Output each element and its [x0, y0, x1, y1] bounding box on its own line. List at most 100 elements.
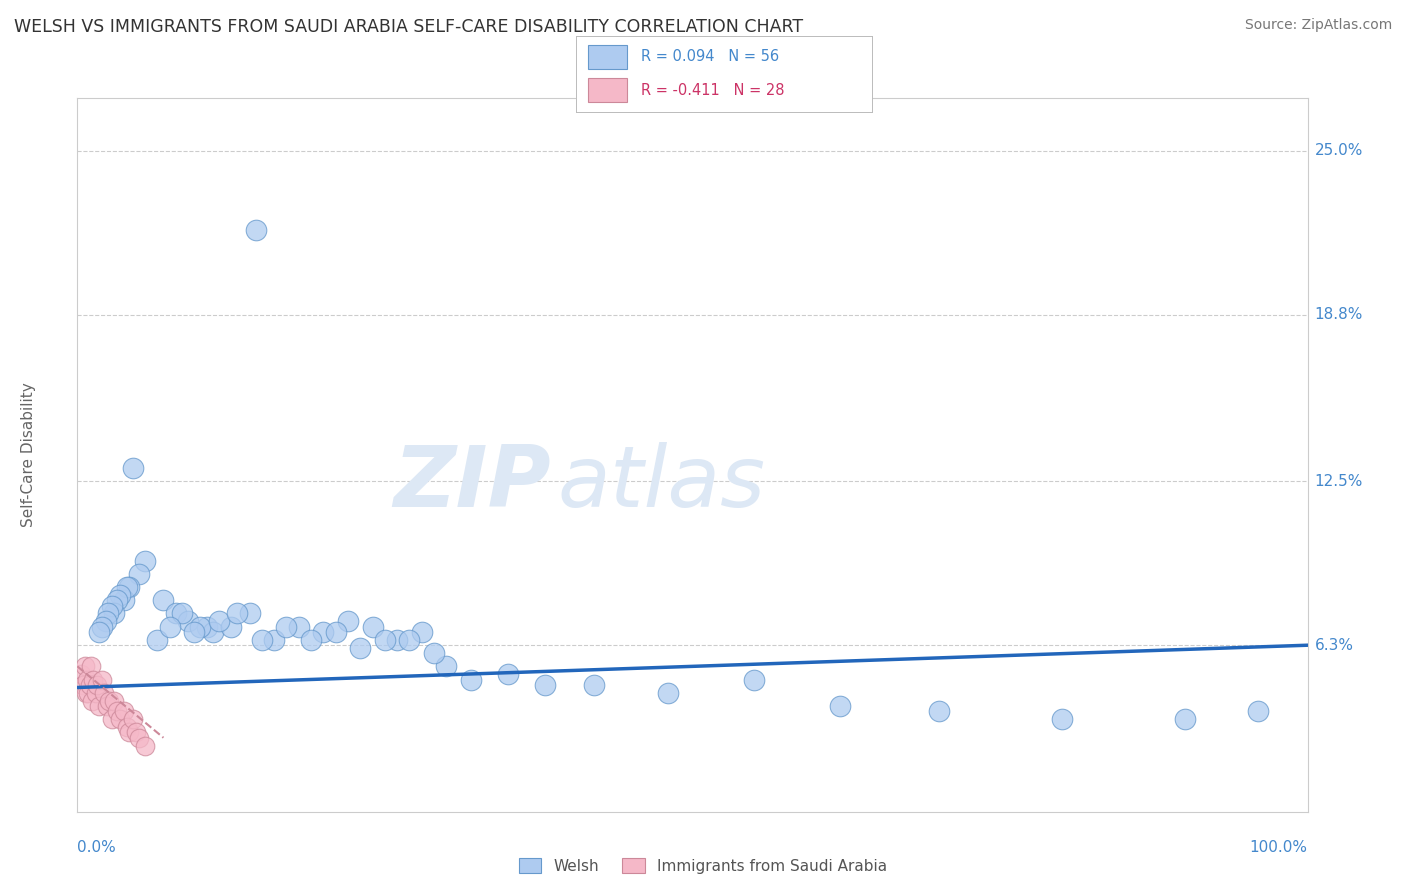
Point [1174, 712, 1197, 726]
Point [385, 632, 409, 647]
Point [177, 615, 200, 629]
Legend: Welsh, Immigrants from Saudi Arabia: Welsh, Immigrants from Saudi Arabia [512, 852, 894, 880]
Point [82, 673, 104, 687]
Point [75, 686, 97, 700]
Point [98, 694, 121, 708]
Point [423, 646, 446, 660]
Point [657, 686, 679, 700]
Point [134, 554, 156, 568]
Point [86, 678, 108, 692]
Point [146, 632, 169, 647]
Point [325, 625, 347, 640]
Point [534, 678, 557, 692]
Text: 6.3%: 6.3% [1315, 638, 1354, 653]
Point [94, 615, 117, 629]
Point [72, 678, 94, 692]
Point [79, 678, 101, 692]
Text: atlas: atlas [557, 442, 765, 525]
Point [288, 620, 311, 634]
Point [460, 673, 482, 687]
Bar [588, 45, 627, 69]
Point [89, 625, 111, 640]
Point [299, 632, 322, 647]
Point [183, 625, 205, 640]
Point [97, 607, 120, 621]
Point [80, 659, 103, 673]
Point [125, 725, 148, 739]
Point [219, 620, 242, 634]
Point [1247, 704, 1270, 718]
Text: R = -0.411   N = 28: R = -0.411 N = 28 [641, 83, 785, 98]
Point [263, 632, 285, 647]
Point [928, 704, 950, 718]
Point [105, 704, 128, 718]
Text: 0.0%: 0.0% [77, 840, 117, 855]
Point [118, 580, 141, 594]
Point [128, 566, 150, 581]
Point [398, 632, 420, 647]
Point [1050, 712, 1073, 726]
Point [195, 620, 218, 634]
Point [96, 698, 118, 713]
Point [226, 607, 249, 621]
Point [361, 620, 384, 634]
Point [89, 698, 111, 713]
Point [101, 712, 124, 726]
Point [208, 615, 231, 629]
Point [103, 607, 125, 621]
Point [73, 659, 96, 673]
Point [103, 694, 125, 708]
Text: 18.8%: 18.8% [1315, 308, 1362, 322]
Point [90, 620, 114, 634]
Bar [588, 78, 627, 103]
Point [70, 667, 93, 681]
Point [115, 580, 138, 594]
Text: WELSH VS IMMIGRANTS FROM SAUDI ARABIA SELF-CARE DISABILITY CORRELATION CHART: WELSH VS IMMIGRANTS FROM SAUDI ARABIA SE… [14, 18, 803, 36]
Point [77, 686, 100, 700]
Point [742, 673, 765, 687]
Text: Self-Care Disability: Self-Care Disability [21, 383, 35, 527]
Point [121, 712, 143, 726]
Point [188, 620, 212, 634]
Text: 25.0%: 25.0% [1315, 144, 1362, 159]
Point [165, 607, 187, 621]
Point [152, 593, 174, 607]
Point [118, 725, 141, 739]
Point [349, 640, 371, 655]
Point [128, 731, 150, 745]
Point [93, 686, 115, 700]
Point [101, 599, 124, 613]
Point [110, 712, 132, 726]
Text: ZIP: ZIP [394, 442, 551, 525]
Point [112, 704, 135, 718]
Point [337, 615, 360, 629]
Point [496, 667, 519, 681]
Point [312, 625, 335, 640]
Point [84, 686, 107, 700]
Point [90, 673, 114, 687]
Point [82, 694, 104, 708]
Point [436, 659, 458, 673]
Point [239, 607, 262, 621]
Point [201, 625, 224, 640]
Point [105, 593, 128, 607]
Point [245, 223, 267, 237]
Text: 12.5%: 12.5% [1315, 474, 1362, 489]
Text: 100.0%: 100.0% [1250, 840, 1308, 855]
Text: Source: ZipAtlas.com: Source: ZipAtlas.com [1244, 18, 1392, 32]
Point [250, 632, 273, 647]
Point [830, 698, 852, 713]
Point [170, 607, 193, 621]
Point [276, 620, 298, 634]
Point [159, 620, 181, 634]
Point [115, 720, 138, 734]
Point [583, 678, 606, 692]
Point [374, 632, 396, 647]
Point [112, 593, 135, 607]
Point [121, 461, 143, 475]
Point [134, 739, 156, 753]
Point [411, 625, 433, 640]
Point [76, 673, 98, 687]
Point [110, 588, 132, 602]
Text: R = 0.094   N = 56: R = 0.094 N = 56 [641, 49, 779, 64]
